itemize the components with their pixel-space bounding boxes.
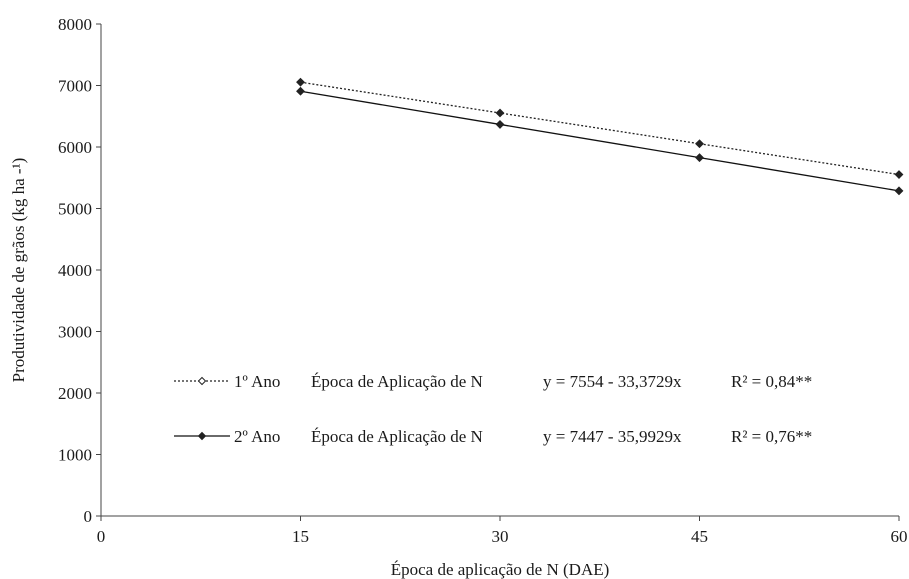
- series-line-1: [300, 81, 900, 176]
- y-tick-group: 0 1000 2000 3000 4000 5000 6000 7000 8000: [58, 15, 101, 526]
- series-1-point: [495, 108, 505, 118]
- y-tick-label: 8000: [58, 15, 92, 34]
- y-tick-label: 1000: [58, 446, 92, 465]
- series-line-2: [300, 90, 900, 192]
- legend-series-name: 1º Ano: [234, 372, 280, 391]
- x-axis-title: Época de aplicação de N (DAE): [391, 560, 610, 579]
- y-tick-label: 6000: [58, 138, 92, 157]
- y-axis-title: Produtividade de grãos (kg ha -¹): [9, 158, 28, 383]
- series-lines: [300, 81, 900, 192]
- y-tick-label: 2000: [58, 384, 92, 403]
- x-tick-label: 45: [691, 527, 708, 546]
- x-tick-group: 0 15 30 45 60: [97, 516, 908, 546]
- legend-group-label: Época de Aplicação de N: [311, 372, 483, 391]
- y-tick-label: 0: [84, 507, 93, 526]
- series-1-point: [695, 139, 704, 149]
- series-2-point: [495, 120, 505, 129]
- series-2-point: [894, 186, 904, 196]
- y-tick-label: 5000: [58, 200, 92, 219]
- series-2-point: [296, 86, 305, 96]
- series-1-point: [296, 77, 305, 87]
- legend: 1º Ano Época de Aplicação de N y = 7554 - …: [174, 372, 812, 446]
- y-tick-label: 7000: [58, 77, 92, 96]
- y-tick-label: 3000: [58, 323, 92, 342]
- legend-series-name: 2º Ano: [234, 427, 280, 446]
- legend-marker-1: [197, 376, 207, 386]
- legend-equation: y = 7554 - 33,3729x: [543, 372, 682, 391]
- x-tick-label: 60: [891, 527, 908, 546]
- series-2-point: [695, 153, 704, 163]
- series-1-point: [894, 170, 904, 179]
- series-markers: [296, 77, 904, 196]
- x-tick-label: 15: [292, 527, 309, 546]
- legend-r2: R² = 0,76**: [731, 427, 812, 446]
- x-tick-label: 30: [492, 527, 509, 546]
- legend-group-label: Época de Aplicação de N: [311, 427, 483, 446]
- legend-equation: y = 7447 - 35,9929x: [543, 427, 682, 446]
- y-tick-label: 4000: [58, 261, 92, 280]
- legend-r2: R² = 0,84**: [731, 372, 812, 391]
- legend-marker-2: [197, 431, 207, 441]
- x-tick-label: 0: [97, 527, 106, 546]
